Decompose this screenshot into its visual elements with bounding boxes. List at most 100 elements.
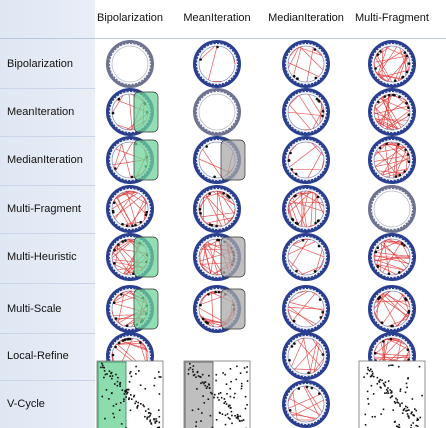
chord	[207, 241, 219, 276]
ring-inner	[198, 45, 236, 83]
ring-ticks	[196, 43, 238, 85]
node-marker	[380, 321, 384, 325]
node-marker	[319, 316, 323, 319]
matrix-dot	[201, 373, 204, 376]
matrix-dot	[417, 419, 419, 421]
matrix-dot	[412, 422, 414, 424]
chord	[287, 259, 304, 276]
matrix-dot	[406, 386, 408, 389]
node-marker	[128, 337, 132, 341]
node-marker	[405, 70, 409, 74]
matrix-dot	[395, 397, 397, 400]
matrix-dot	[119, 383, 121, 385]
node-marker	[385, 142, 389, 146]
node-marker	[321, 310, 325, 314]
matrix-dot	[389, 396, 392, 399]
matrix-dot	[226, 393, 228, 395]
matrix-dot	[147, 408, 150, 410]
row-label-1: MeanIteration	[7, 106, 75, 118]
chord	[202, 191, 224, 199]
node-marker	[288, 359, 291, 362]
matrix-dot	[113, 416, 115, 419]
matrix-dot	[370, 374, 373, 377]
node-marker	[121, 222, 124, 226]
ring-inner	[287, 385, 325, 423]
matrix-dot	[139, 384, 142, 386]
matrix-dot	[229, 368, 232, 370]
matrix-dot	[388, 364, 390, 367]
chord	[113, 263, 136, 275]
chord	[115, 142, 134, 172]
matrix-dot	[135, 373, 137, 375]
chord	[219, 190, 235, 206]
chord	[404, 51, 410, 71]
matrix-dot	[418, 365, 421, 368]
chord	[306, 47, 314, 83]
matrix-dot	[416, 417, 419, 420]
node-marker	[317, 99, 320, 102]
matrix-dot	[392, 364, 394, 367]
chord	[232, 55, 236, 65]
node-marker	[292, 319, 296, 323]
ring-ticks	[109, 188, 151, 230]
node-marker	[313, 48, 317, 51]
node-marker	[125, 324, 129, 328]
chord	[404, 51, 407, 76]
cell-r4-c2	[282, 233, 330, 281]
matrix-dot	[389, 389, 391, 391]
chord	[142, 195, 148, 205]
node-marker	[125, 224, 129, 228]
node-marker	[126, 337, 129, 341]
matrix-dot	[108, 398, 110, 400]
matrix-dot	[231, 422, 233, 425]
chord	[307, 151, 323, 179]
cell-r3-c0	[106, 185, 154, 233]
col-label-3: Multi-Fragment	[355, 12, 429, 24]
chord	[380, 69, 409, 78]
node-marker	[117, 97, 121, 101]
chord	[375, 263, 405, 271]
chord	[379, 93, 393, 126]
chord	[378, 296, 409, 317]
matrix-dot	[379, 378, 381, 381]
chord	[289, 290, 309, 303]
matrix-dot	[218, 392, 220, 395]
chord	[289, 49, 296, 56]
node-marker	[397, 271, 401, 274]
matrix-dot	[246, 404, 248, 406]
matrix-dot	[209, 414, 212, 417]
node-marker	[316, 219, 320, 223]
matrix-dot	[238, 419, 241, 422]
node-marker	[407, 311, 410, 314]
ring-outer	[282, 233, 330, 281]
chord	[386, 338, 404, 343]
chord	[310, 192, 314, 227]
matrix-dot	[397, 402, 400, 404]
node-marker	[315, 97, 319, 101]
matrix-dot	[239, 415, 242, 417]
chord	[304, 385, 323, 413]
matrix-dot	[391, 395, 394, 397]
chord	[375, 167, 379, 172]
node-marker	[294, 194, 297, 197]
node-marker	[294, 221, 298, 225]
row-label-3: Multi-Fragment	[7, 203, 81, 215]
node-marker	[144, 213, 148, 217]
chord	[321, 159, 325, 169]
matrix-dot	[371, 416, 374, 418]
row-separator	[0, 380, 95, 381]
matrix-dot	[382, 408, 385, 411]
matrix-dot	[200, 382, 202, 385]
matrix-dot	[195, 421, 198, 423]
matrix-dot	[192, 371, 194, 373]
matrix-dot	[370, 384, 373, 387]
matrix-dot	[153, 418, 155, 421]
matrix-dot	[103, 366, 105, 369]
chord	[114, 191, 135, 220]
matrix-dot	[117, 376, 119, 379]
ring-outer	[368, 136, 416, 184]
node-marker	[406, 153, 410, 156]
matrix-dot	[373, 375, 375, 378]
chord	[121, 221, 143, 226]
chord	[202, 149, 222, 178]
